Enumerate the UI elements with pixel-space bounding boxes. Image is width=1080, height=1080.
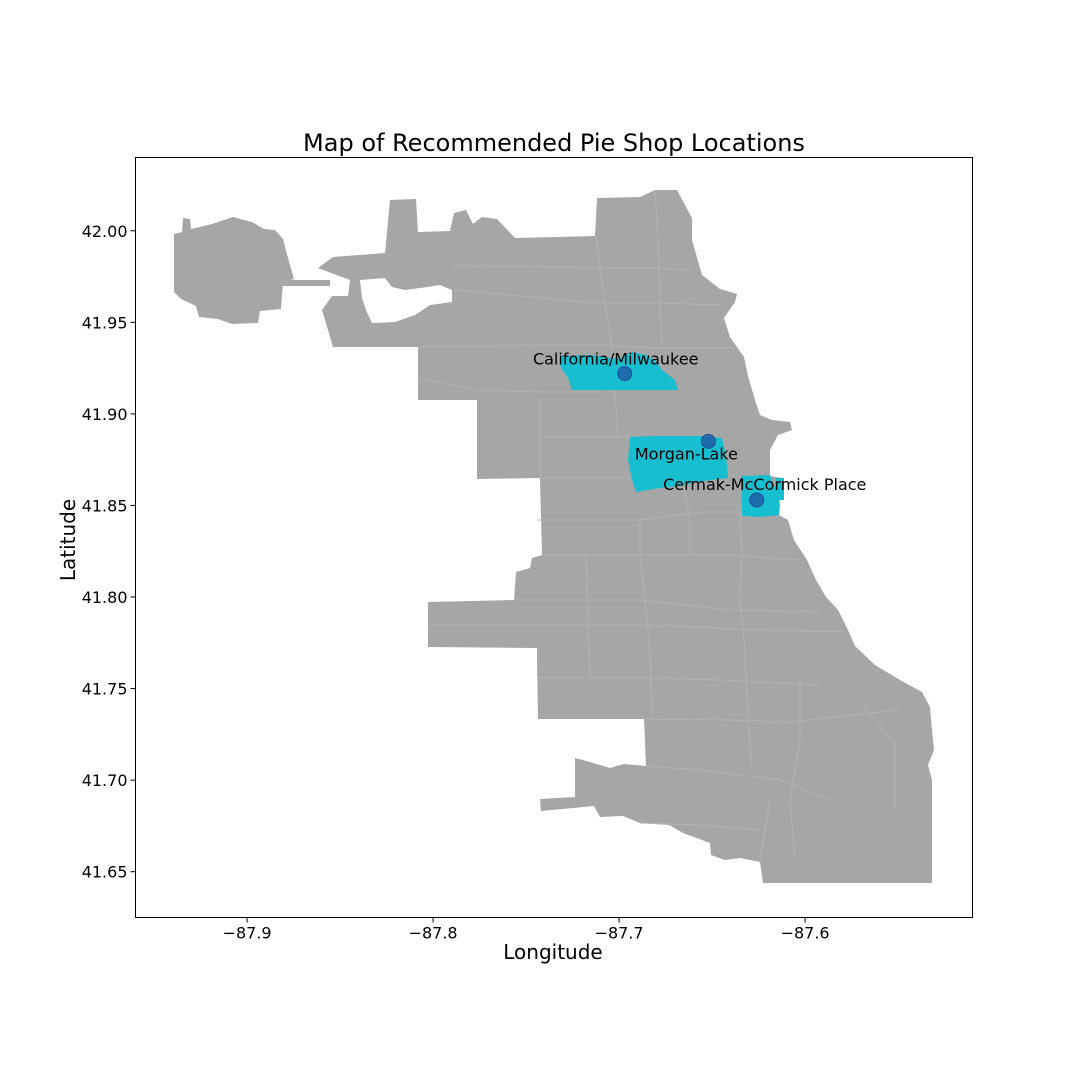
y-axis-label: Latitude	[56, 499, 80, 581]
highlight-mccormick-pier	[776, 478, 784, 500]
location-marker	[700, 433, 716, 449]
community-boundaries	[417, 189, 901, 861]
x-tick-label: −87.7	[595, 924, 644, 943]
connector-strip	[283, 280, 330, 286]
x-axis-label: Longitude	[503, 940, 602, 964]
y-tick-label: 41.70	[82, 771, 128, 790]
x-tick-label: −87.8	[409, 924, 458, 943]
location-label: Morgan-Lake	[635, 444, 738, 463]
y-axis: 41.65 41.70 41.75 41.80 41.85 41.90 41.95 42.00	[82, 222, 136, 882]
highlight-morgan-lake	[628, 436, 728, 492]
y-tick-label: 41.65	[82, 863, 128, 882]
location-labels: California/Milwaukee Morgan-Lake Cermak-Mc…	[533, 350, 866, 494]
location-label: Cermak-McCormick Place	[663, 475, 866, 494]
ohare-region	[174, 217, 294, 324]
nw-gap	[360, 278, 452, 323]
chicago-land-area	[174, 190, 934, 883]
x-axis: −87.9 −87.8 −87.7 −87.6	[223, 917, 830, 943]
y-tick-label: 42.00	[82, 222, 128, 241]
location-label: California/Milwaukee	[533, 350, 698, 369]
y-tick-label: 41.85	[82, 496, 128, 515]
y-tick-label: 41.75	[82, 680, 128, 699]
location-marker	[617, 366, 633, 382]
x-tick-label: −87.9	[223, 924, 272, 943]
plot-area-frame	[135, 157, 973, 918]
location-markers	[617, 366, 765, 508]
y-tick-label: 41.80	[82, 588, 128, 607]
main-city-region	[318, 190, 934, 883]
y-tick-label: 41.90	[82, 405, 128, 424]
location-marker	[749, 492, 765, 508]
map-title: Map of Recommended Pie Shop Locations	[303, 129, 805, 157]
y-tick-label: 41.95	[82, 313, 128, 332]
x-tick-label: −87.6	[781, 924, 830, 943]
